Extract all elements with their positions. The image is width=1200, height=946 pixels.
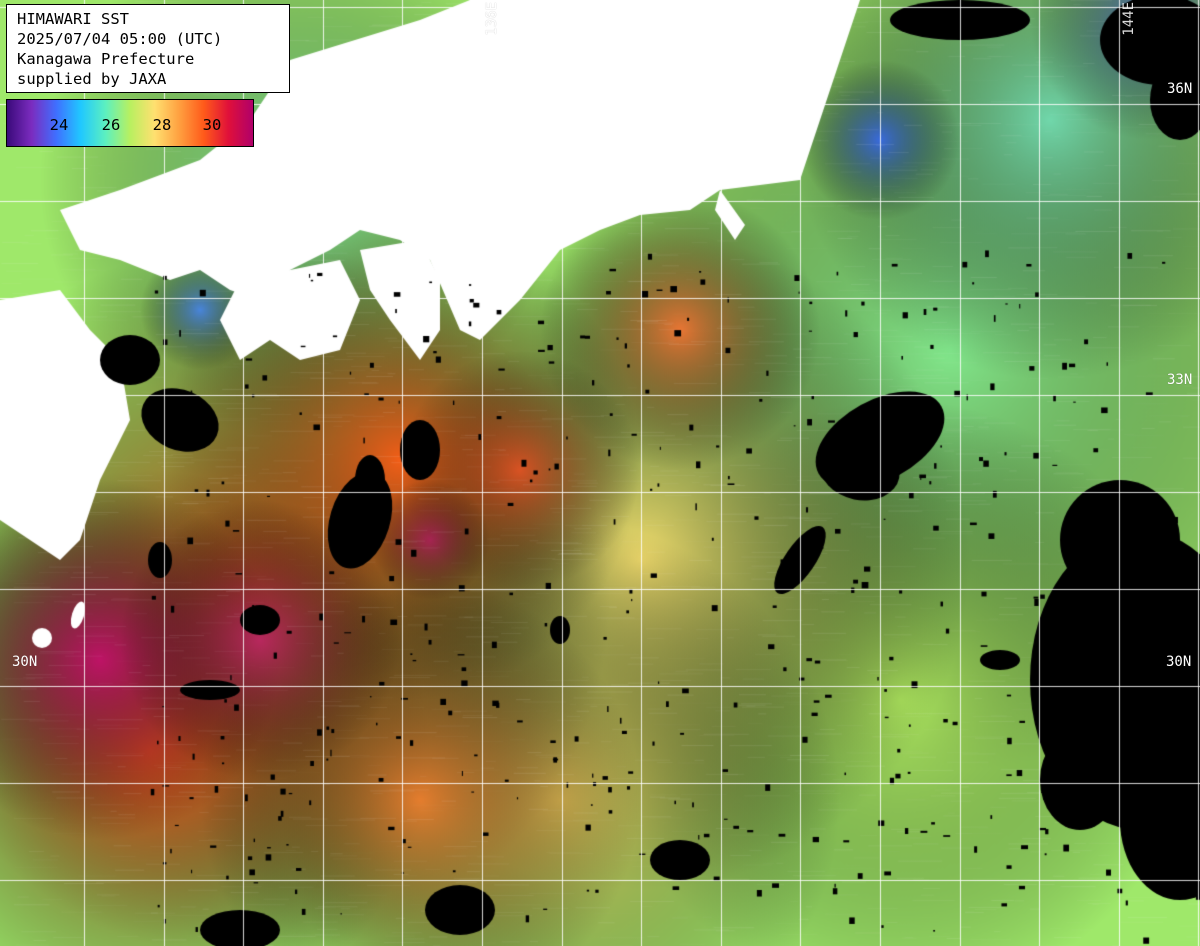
temperature-color-scale: 24 26 28 30 — [6, 99, 254, 147]
map-title: HIMAWARI SST — [17, 9, 289, 29]
scale-tick-24: 24 — [50, 116, 69, 134]
lat-label-33n: 33N — [1167, 372, 1192, 388]
map-credit: supplied by JAXA — [17, 69, 289, 89]
map-datetime: 2025/07/04 05:00 (UTC) — [17, 29, 289, 49]
map-region: Kanagawa Prefecture — [17, 49, 289, 69]
scale-tick-28: 28 — [153, 116, 172, 134]
lat-label-36n: 36N — [1167, 81, 1192, 97]
lon-label-136e: 136E — [484, 2, 500, 36]
lat-label-30n-west: 30N — [12, 654, 37, 670]
info-box: HIMAWARI SST 2025/07/04 05:00 (UTC) Kana… — [6, 4, 290, 93]
lon-label-144e: 144E — [1121, 2, 1137, 36]
lat-label-30n-east: 30N — [1166, 654, 1191, 670]
scale-tick-30: 30 — [203, 116, 222, 134]
scale-tick-26: 26 — [102, 116, 121, 134]
